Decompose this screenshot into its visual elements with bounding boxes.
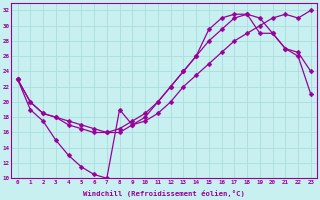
X-axis label: Windchill (Refroidissement éolien,°C): Windchill (Refroidissement éolien,°C) [83, 190, 245, 197]
